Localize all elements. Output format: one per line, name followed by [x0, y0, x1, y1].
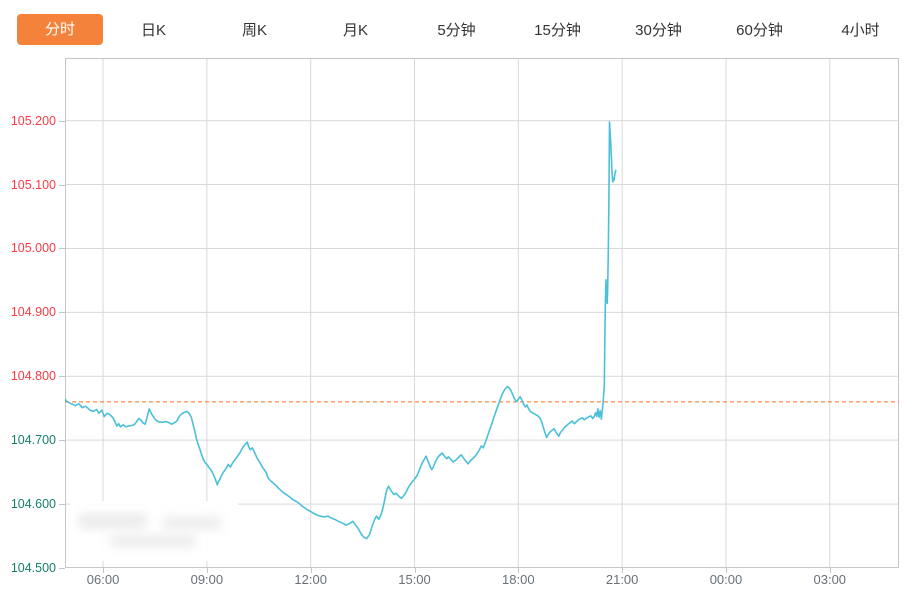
y-axis-label: 104.600	[10, 497, 56, 512]
tab-15min[interactable]: 15分钟	[534, 21, 581, 39]
tab-intraday[interactable]: 分时	[17, 13, 103, 45]
x-axis-label: 00:00	[709, 572, 743, 587]
y-axis-tick	[59, 312, 65, 314]
tab-4hour[interactable]: 4小时	[841, 21, 880, 39]
y-axis-label: 104.700	[10, 433, 56, 448]
y-axis-tick	[59, 120, 65, 122]
x-axis-tick	[103, 568, 105, 573]
x-axis-label: 18:00	[502, 572, 535, 587]
y-axis-label: 105.200	[10, 113, 56, 128]
x-axis-tick	[725, 568, 727, 573]
x-axis-tick	[829, 568, 831, 573]
tab-5min[interactable]: 5分钟	[437, 21, 476, 39]
x-axis-label: 15:00	[398, 572, 431, 587]
y-axis-tick	[59, 440, 65, 442]
x-axis-label: 12:00	[294, 572, 327, 587]
price-line-chart	[65, 58, 899, 568]
x-axis-tick	[414, 568, 416, 573]
tab-weekly-k[interactable]: 周K	[241, 21, 267, 39]
interval-tab-bar: 分时 日K 周K 月K 5分钟 15分钟 30分钟 60分钟 4小时	[0, 0, 918, 58]
y-axis-label: 104.500	[10, 561, 56, 575]
x-axis-tick	[206, 568, 208, 573]
tab-monthly-k[interactable]: 月K	[342, 21, 368, 39]
y-axis-tick	[59, 568, 65, 569]
y-axis-tick	[59, 184, 65, 186]
y-axis-label: 104.800	[10, 369, 56, 384]
x-axis-label: 21:00	[605, 572, 639, 587]
x-axis-label: 09:00	[190, 572, 224, 587]
y-axis-label: 104.900	[10, 305, 56, 320]
x-axis-label: 03:00	[813, 572, 847, 587]
y-axis-tick	[59, 504, 65, 506]
x-axis-tick	[518, 568, 520, 573]
tab-60min[interactable]: 60分钟	[736, 21, 783, 39]
tab-30min[interactable]: 30分钟	[635, 21, 682, 39]
x-axis-tick	[310, 568, 312, 573]
y-axis-tick	[59, 248, 65, 250]
tab-daily-k[interactable]: 日K	[140, 21, 166, 39]
y-axis-label: 105.000	[10, 241, 56, 256]
x-axis-label: 06:00	[86, 572, 120, 587]
x-axis-tick	[622, 568, 624, 573]
y-axis-label: 105.100	[10, 177, 56, 192]
y-axis-tick	[59, 376, 65, 378]
